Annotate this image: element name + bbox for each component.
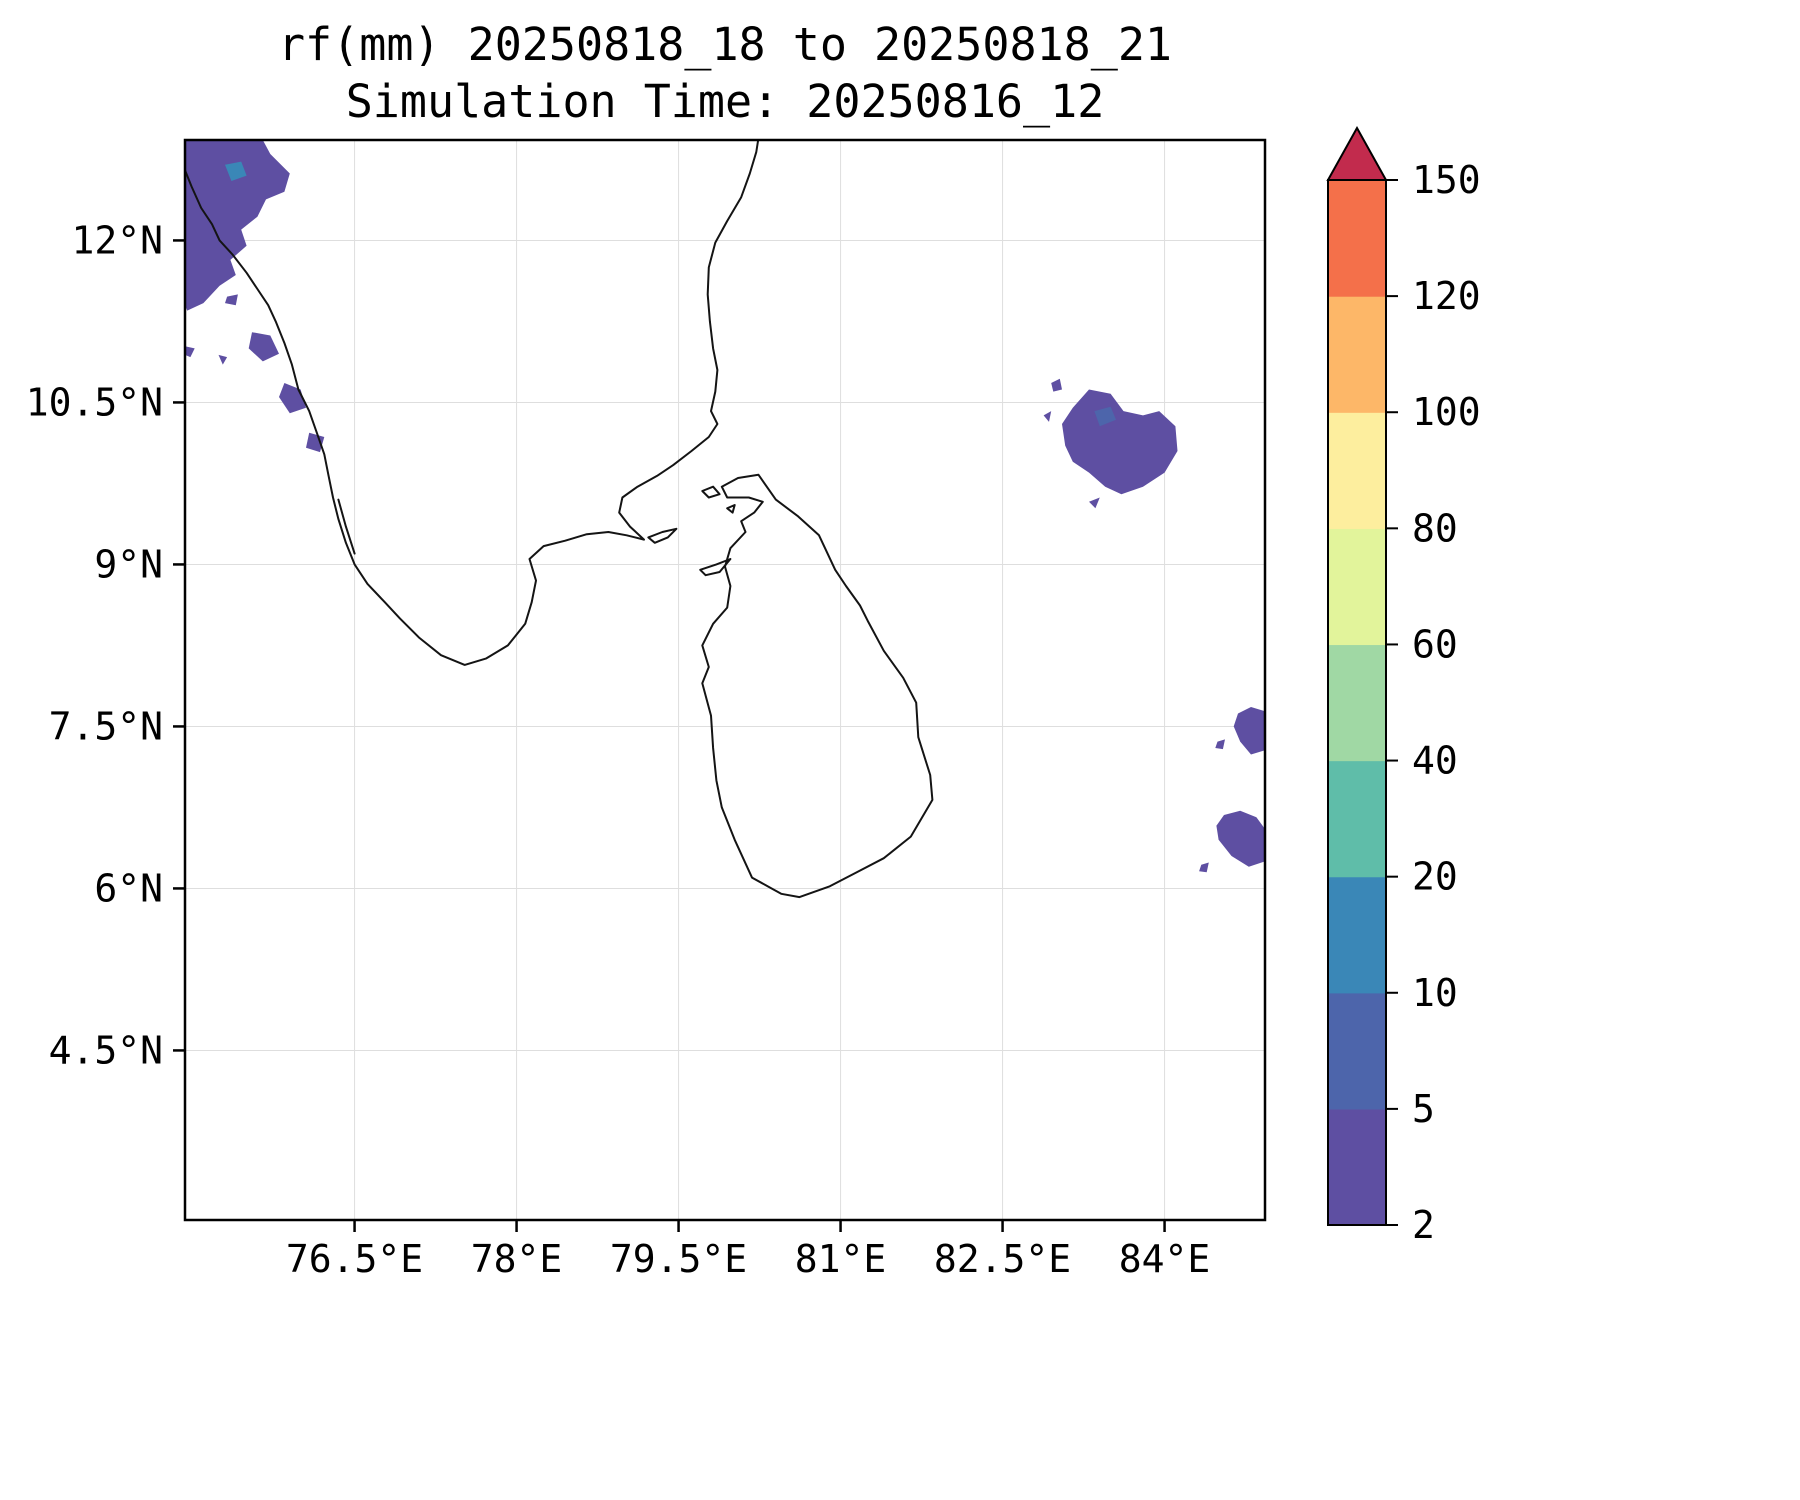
- plot-frame: [183, 138, 1267, 1222]
- plot-subtitle: Simulation Time: 20250816_12: [345, 75, 1105, 128]
- coastline-india-mainland: [185, 140, 760, 666]
- colorbar-tick-label: 60: [1412, 622, 1458, 666]
- x-tick-label: 84°E: [1119, 1237, 1211, 1281]
- axis-labels: 76.5°E 78°E 79.5°E 81°E 82.5°E 84°E 12°N 10.5°N…: [26, 218, 1211, 1281]
- rain-patch-east-edge-speck-north: [1215, 739, 1225, 750]
- colorbar-segment: [1328, 992, 1386, 1110]
- rain-patch-india-west-coast-inner-spot: [225, 161, 247, 181]
- coastlines: [185, 140, 934, 899]
- rainfall-patches: [185, 140, 1265, 873]
- coastline-jaffna-islets: [701, 485, 721, 499]
- colorbar-tick-label: 5: [1412, 1087, 1435, 1131]
- rain-patch-east-edge-speck-south: [1199, 862, 1209, 873]
- y-tick-label: 4.5°N: [49, 1028, 163, 1072]
- colorbar-segment: [1328, 760, 1386, 878]
- colorbar-tick-label: 100: [1412, 390, 1481, 434]
- rain-patch-kerala-speck-3: [218, 354, 228, 365]
- x-tick-label: 79.5°E: [610, 1237, 747, 1281]
- colorbar-tick-label: 150: [1412, 158, 1481, 202]
- y-tick-label: 12°N: [71, 218, 163, 262]
- colorbar-segment: [1328, 528, 1386, 646]
- colorbar-segment: [1328, 1108, 1386, 1226]
- coastline-rameswaram-island: [647, 527, 678, 544]
- colorbar-segment: [1328, 296, 1386, 413]
- figure-titles: rf(mm) 20250818_18 to 20250818_21 Simula…: [185, 16, 1265, 130]
- x-tick-label: 78°E: [471, 1237, 563, 1281]
- rain-patch-bay-of-bengal-speck-1: [1051, 378, 1062, 392]
- rain-patch-kerala-speck-2: [185, 346, 195, 358]
- colorbar-segment: [1328, 644, 1386, 762]
- rain-patch-kerala-fragment-3: [306, 432, 325, 453]
- colorbar-over-arrow: [1326, 125, 1388, 181]
- y-tick-label: 9°N: [94, 542, 163, 586]
- colorbar-segment: [1328, 412, 1386, 529]
- gridlines: [185, 140, 1265, 1220]
- rain-patch-east-edge-patch-south: [1216, 810, 1265, 867]
- colorbar-segment: [1328, 180, 1386, 297]
- x-tick-label: 81°E: [795, 1237, 887, 1281]
- rain-patch-bay-of-bengal-blob: [1062, 389, 1178, 495]
- coastline-mannar-island: [699, 558, 732, 577]
- rain-patch-kerala-speck-1: [225, 294, 238, 306]
- plot-title: rf(mm) 20250818_18 to 20250818_21: [277, 18, 1173, 71]
- colorbar-tick-label: 2: [1412, 1203, 1435, 1247]
- rain-patch-bay-of-bengal-speck-3: [1089, 497, 1100, 509]
- rain-patch-india-west-coast-blob: [185, 140, 290, 311]
- rain-patch-bay-of-bengal-speck-2: [1043, 411, 1052, 422]
- colorbar-tick-label: 20: [1412, 855, 1458, 899]
- x-tick-label: 82.5°E: [934, 1237, 1071, 1281]
- y-tick-label: 6°N: [94, 866, 163, 910]
- rain-patch-east-edge-patch-north: [1233, 707, 1265, 755]
- colorbar-outline: [1327, 179, 1387, 1226]
- coastline-kerala-backwaters: [337, 498, 356, 555]
- colorbar-tick-label: 120: [1412, 274, 1481, 318]
- colorbar-tick-label: 10: [1412, 971, 1458, 1015]
- colorbar: 2 5 10 20 40 60 80 100 120 150: [1326, 125, 1481, 1247]
- rain-patch-bay-of-bengal-inner-spot: [1094, 406, 1116, 427]
- coastline-jaffna-islet-small: [726, 504, 736, 514]
- colorbar-tick-label: 80: [1412, 506, 1458, 550]
- y-tick-label: 7.5°N: [49, 704, 163, 748]
- colorbar-tick-label: 40: [1412, 739, 1458, 783]
- y-tick-label: 10.5°N: [26, 380, 163, 424]
- rain-patch-kerala-fragment-1: [248, 332, 279, 362]
- colorbar-segment: [1328, 876, 1386, 994]
- axis-ticks: [173, 239, 1166, 1232]
- coastline-sri-lanka: [701, 473, 934, 899]
- x-tick-label: 76.5°E: [286, 1237, 423, 1281]
